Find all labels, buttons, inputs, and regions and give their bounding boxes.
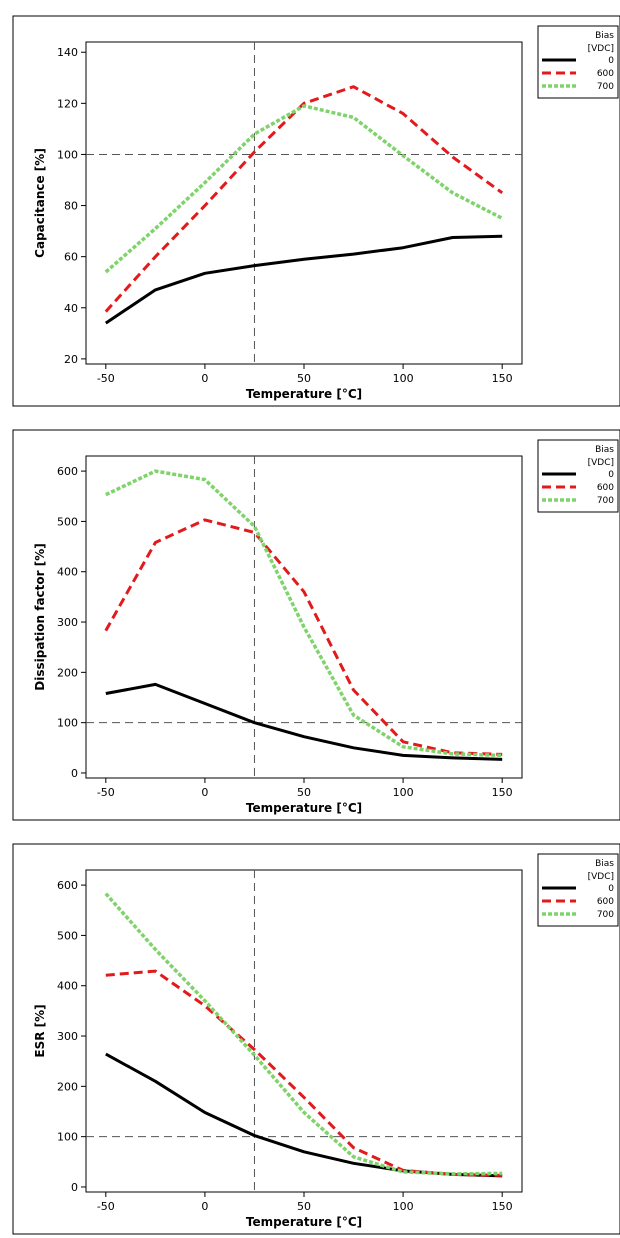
x-tick-label: 100 bbox=[393, 786, 414, 799]
x-tick-label: 50 bbox=[297, 372, 311, 385]
y-axis-title: ESR [%] bbox=[33, 1004, 47, 1057]
y-tick-label: 600 bbox=[57, 879, 78, 892]
plot-area bbox=[85, 455, 523, 779]
legend-label-700: 700 bbox=[597, 82, 614, 92]
legend-label-0: 0 bbox=[608, 884, 614, 894]
y-tick-label: 400 bbox=[57, 980, 78, 993]
x-tick-label: -50 bbox=[97, 786, 115, 799]
x-tick-label: 0 bbox=[201, 372, 208, 385]
y-axis-title: Dissipation factor [%] bbox=[33, 543, 47, 690]
legend-label-600: 600 bbox=[597, 69, 614, 79]
x-axis-title: Temperature [°C] bbox=[246, 1215, 362, 1229]
y-tick-label: 400 bbox=[57, 566, 78, 579]
legend-label-600: 600 bbox=[597, 483, 614, 493]
x-tick-label: 150 bbox=[492, 1200, 513, 1213]
legend-label-700: 700 bbox=[597, 496, 614, 506]
series-line-600 bbox=[105, 969, 503, 1177]
y-tick-label: 120 bbox=[57, 97, 78, 110]
x-tick-label: 100 bbox=[393, 372, 414, 385]
y-tick-label: 100 bbox=[57, 717, 78, 730]
legend-subtitle: [VDC] bbox=[588, 458, 614, 468]
chart-panel-dissipation: -50 0 50 100 150 0 100 200 300 400 500 600 Temperatu… bbox=[0, 414, 620, 826]
legend-title: Bias bbox=[595, 445, 614, 455]
y-tick-label: 20 bbox=[64, 353, 78, 366]
y-tick-label: 140 bbox=[57, 46, 78, 59]
y-tick-label: 200 bbox=[57, 666, 78, 679]
dissipation-chart: -50 0 50 100 150 0 100 200 300 400 500 600 Temperatu… bbox=[12, 429, 620, 821]
y-axis-title: Capacitance [%] bbox=[33, 148, 47, 258]
y-tick-label: 600 bbox=[57, 465, 78, 478]
y-tick-label: 60 bbox=[64, 251, 78, 264]
y-tick-label: 0 bbox=[71, 767, 78, 780]
x-tick-label: 0 bbox=[201, 1200, 208, 1213]
capacitance-chart: -50 0 50 100 150 20 40 60 80 100 120 140 Temperature… bbox=[12, 15, 620, 407]
x-tick-label: 150 bbox=[492, 786, 513, 799]
legend-label-0: 0 bbox=[608, 470, 614, 480]
y-tick-label: 80 bbox=[64, 200, 78, 213]
legend-label-0: 0 bbox=[608, 56, 614, 66]
legend-subtitle: [VDC] bbox=[588, 872, 614, 882]
x-tick-label: 0 bbox=[201, 786, 208, 799]
legend-title: Bias bbox=[595, 31, 614, 41]
plot-area bbox=[85, 41, 523, 365]
chart-panel-esr: -50 0 50 100 150 0 100 200 300 400 500 600 Temperatu… bbox=[0, 828, 620, 1238]
y-tick-label: 40 bbox=[64, 302, 78, 315]
x-axis-title: Temperature [°C] bbox=[246, 801, 362, 815]
x-tick-label: -50 bbox=[97, 1200, 115, 1213]
series-line-700 bbox=[104, 892, 503, 1176]
y-tick-label: 300 bbox=[57, 616, 78, 629]
legend-label-600: 600 bbox=[597, 897, 614, 907]
chart-panel-capacitance: -50 0 50 100 150 20 40 60 80 100 120 140 Temperature… bbox=[0, 0, 620, 412]
series-line-600 bbox=[104, 518, 503, 756]
y-tick-label: 0 bbox=[71, 1181, 78, 1194]
x-tick-label: -50 bbox=[97, 372, 115, 385]
legend-title: Bias bbox=[595, 859, 614, 869]
x-tick-label: 100 bbox=[393, 1200, 414, 1213]
series-line-600 bbox=[104, 85, 504, 313]
series-line-700 bbox=[105, 469, 503, 758]
x-tick-label: 150 bbox=[492, 372, 513, 385]
y-tick-label: 100 bbox=[57, 1131, 78, 1144]
series-line-700 bbox=[104, 104, 504, 274]
series-line-0 bbox=[104, 234, 503, 325]
legend-subtitle: [VDC] bbox=[588, 44, 614, 54]
esr-chart: -50 0 50 100 150 0 100 200 300 400 500 600 Temperatu… bbox=[12, 843, 620, 1235]
plot-area bbox=[85, 869, 523, 1193]
y-tick-label: 500 bbox=[57, 929, 78, 942]
y-tick-label: 500 bbox=[57, 515, 78, 528]
y-tick-label: 200 bbox=[57, 1080, 78, 1093]
y-tick-label: 300 bbox=[57, 1030, 78, 1043]
legend-label-700: 700 bbox=[597, 910, 614, 920]
y-tick-label: 100 bbox=[57, 148, 78, 161]
x-axis-title: Temperature [°C] bbox=[246, 387, 362, 401]
series-line-0 bbox=[105, 682, 503, 761]
x-tick-label: 50 bbox=[297, 786, 311, 799]
x-tick-label: 50 bbox=[297, 1200, 311, 1213]
